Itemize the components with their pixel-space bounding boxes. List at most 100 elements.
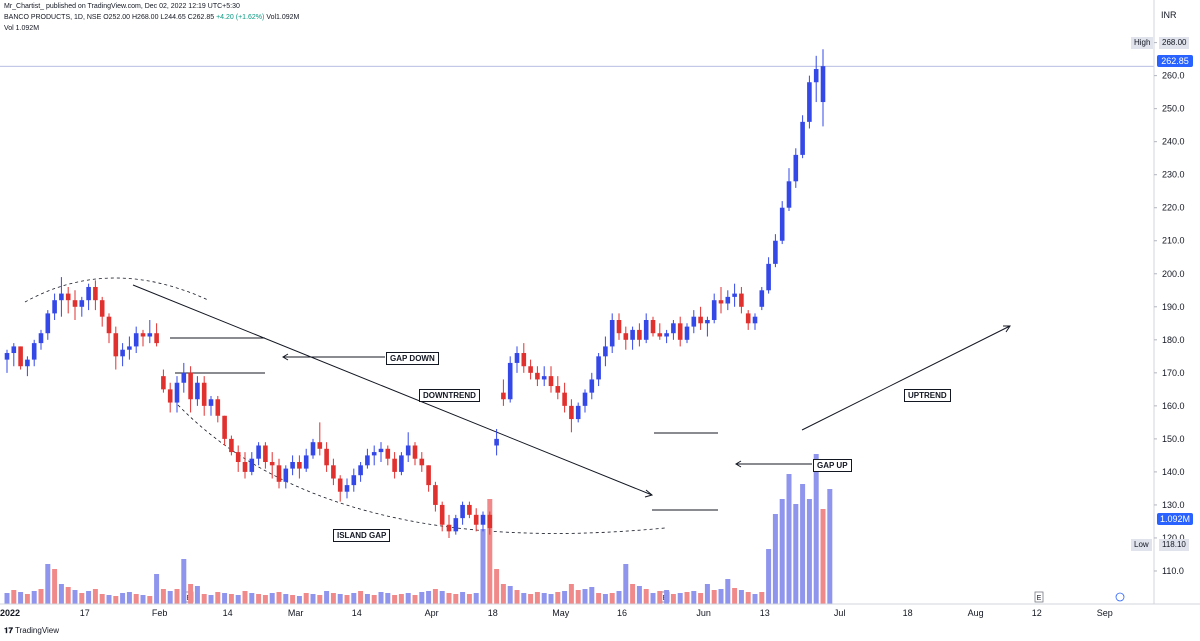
- volume-bar: [534, 592, 540, 604]
- volume-bar: [636, 586, 642, 604]
- candle-body: [378, 448, 384, 453]
- candle-body: [623, 333, 629, 340]
- volume-bar: [208, 595, 214, 604]
- volume-bar: [691, 591, 697, 604]
- earnings-marker-letter: E: [1037, 595, 1042, 602]
- volume-bar: [262, 595, 268, 604]
- candle-body: [507, 362, 513, 400]
- tradingview-logo[interactable]: 𝟏𝟕 TradingView: [4, 626, 60, 635]
- candle-body: [120, 349, 125, 357]
- candle-body: [528, 366, 533, 373]
- volume-bar: [222, 593, 228, 604]
- volume-bar: [140, 595, 146, 604]
- time-tick-label: 18: [488, 608, 498, 618]
- candle-body: [385, 448, 391, 459]
- candle-body: [351, 475, 357, 486]
- volume-bar: [684, 592, 690, 604]
- candle-body: [705, 320, 710, 324]
- high-label: High: [1131, 37, 1154, 49]
- symbol-name[interactable]: BANCO PRODUCTS, 1D, NSE: [4, 14, 102, 21]
- price-tick-label: 200.0: [1162, 269, 1185, 279]
- candle-body: [609, 320, 615, 347]
- volume-bar: [52, 569, 58, 604]
- candle-body: [501, 392, 506, 400]
- volume-bar: [657, 591, 663, 604]
- candle-body: [297, 462, 302, 469]
- volume-bar: [602, 594, 608, 604]
- time-axis[interactable]: 2022 17 Feb 14 Mar 14 Apr 18 May 16 Jun 13 Jul 18 Aug 1…: [0, 603, 1200, 618]
- price-tick-label: 220.0: [1162, 203, 1185, 213]
- candle-body: [637, 329, 642, 340]
- volume-bar: [623, 564, 629, 604]
- volume-bar: [167, 591, 173, 604]
- candle-body: [711, 300, 717, 320]
- volume-bar: [256, 594, 262, 604]
- candle-body: [215, 399, 221, 416]
- candle-body: [154, 333, 159, 344]
- volume-bar: [405, 593, 411, 604]
- candle-body: [45, 313, 51, 334]
- volume-bar: [310, 594, 316, 604]
- volume-bar: [827, 489, 833, 604]
- volume-bar: [473, 593, 479, 604]
- volume-bar: [113, 596, 119, 604]
- volume-bar: [609, 593, 615, 604]
- volume-bar: [466, 594, 472, 604]
- candle-body: [310, 442, 316, 456]
- volume-bar: [86, 591, 92, 604]
- volume-bar: [800, 484, 806, 604]
- volume-bar: [188, 584, 194, 604]
- candle-body: [677, 323, 683, 340]
- volume-bar: [514, 590, 520, 604]
- price-tick-label: 190.0: [1162, 302, 1185, 312]
- low-value: 118.10: [1159, 539, 1189, 551]
- price-tick-label: 120.0: [1162, 533, 1185, 543]
- volume-bar: [31, 591, 37, 604]
- candle-body: [433, 485, 438, 505]
- volume-bar: [324, 591, 330, 604]
- price-tick-label: 130.0: [1162, 500, 1185, 510]
- volume-bar: [398, 594, 404, 604]
- time-tick-label: 17: [80, 608, 90, 618]
- volume-bar: [426, 591, 432, 604]
- volume-bar: [718, 589, 724, 604]
- price-tick-label: 210.0: [1162, 236, 1185, 246]
- volume-bar: [147, 596, 153, 604]
- gap-up-arrowhead: [735, 460, 742, 468]
- gap-down-arrowhead: [282, 353, 289, 361]
- candle-body: [569, 405, 574, 420]
- time-tick-label: 2022: [0, 608, 20, 618]
- volume-bar: [772, 514, 778, 604]
- volume-bar: [745, 592, 751, 604]
- candle-body: [133, 333, 139, 347]
- candle-body: [208, 399, 214, 406]
- candle-body: [630, 329, 635, 340]
- price-tick-label: 250.0: [1162, 104, 1185, 114]
- volume-bar: [378, 592, 384, 604]
- volume-bar: [738, 590, 744, 604]
- volume-bar: [364, 594, 370, 604]
- volume-bar: [242, 591, 248, 604]
- candle-body: [521, 353, 527, 367]
- volume-bar: [759, 592, 765, 604]
- volume-bar: [174, 589, 180, 604]
- candle-body: [616, 320, 622, 334]
- candle-body: [79, 300, 85, 307]
- volume-bar: [698, 593, 704, 604]
- time-tick-label: 14: [223, 608, 233, 618]
- candle-body: [800, 121, 805, 155]
- candle-body: [38, 333, 44, 344]
- volume-bar: [650, 593, 656, 604]
- volume-bar: [568, 584, 574, 604]
- volume-bar: [616, 591, 622, 604]
- candle-body: [718, 300, 724, 304]
- candle-body: [596, 356, 601, 380]
- candle-body: [113, 333, 119, 357]
- volume-bar: [643, 589, 649, 604]
- candle-body: [276, 465, 282, 482]
- candle-body: [283, 468, 289, 482]
- volume-bar: [120, 593, 126, 604]
- volume-bar: [419, 592, 425, 604]
- candle-body: [684, 326, 690, 340]
